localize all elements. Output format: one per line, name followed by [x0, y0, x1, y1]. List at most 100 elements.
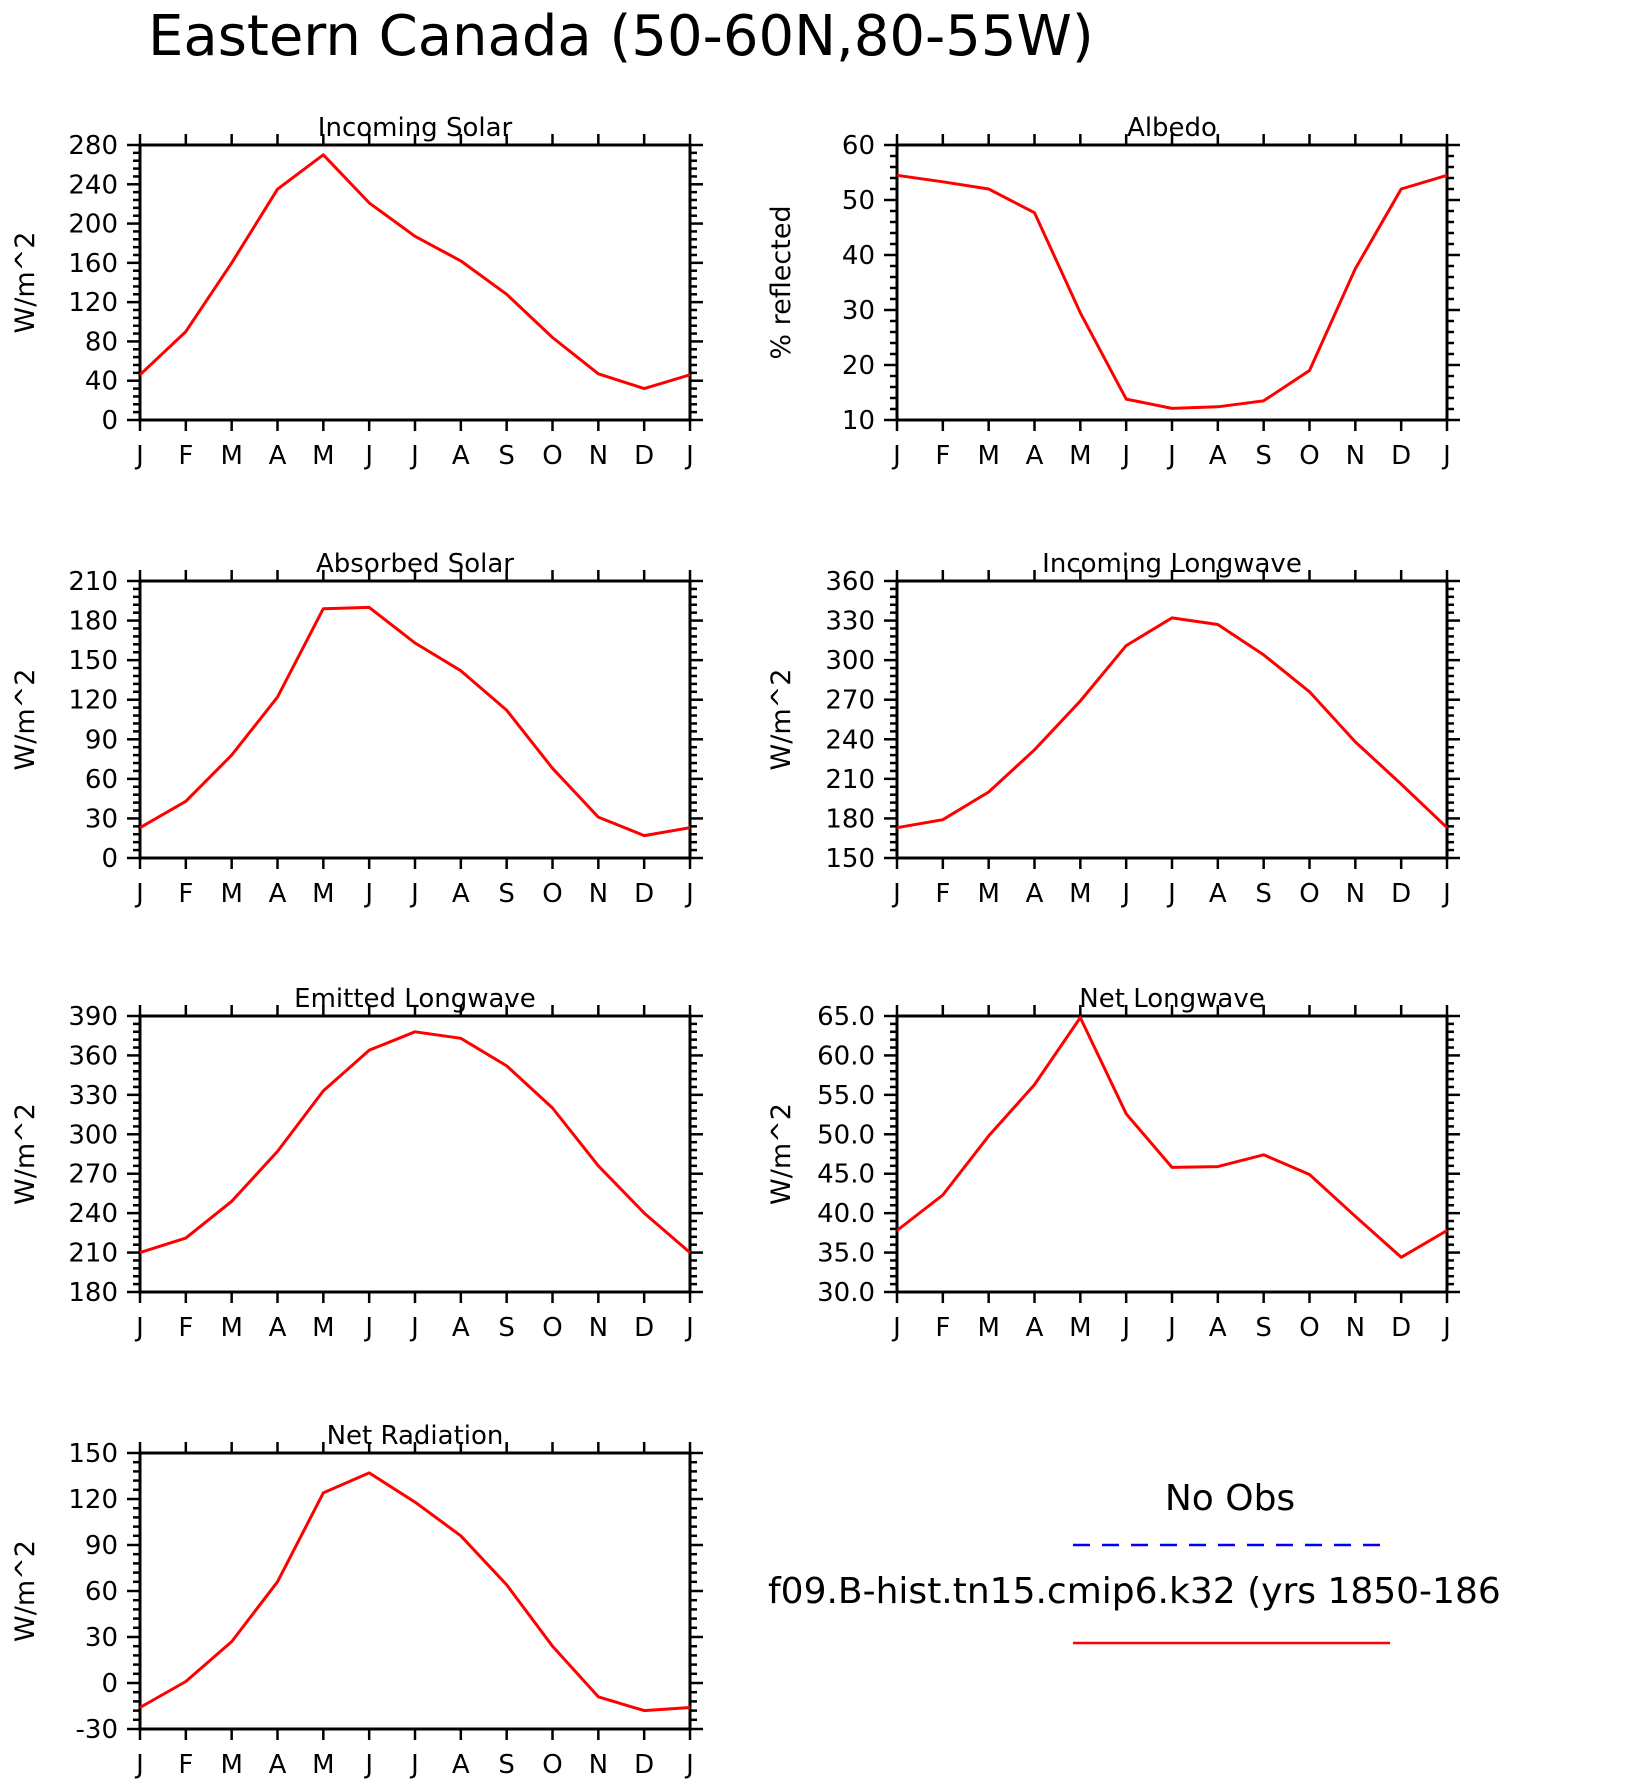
albedo-x-tick-label: A — [1026, 441, 1044, 471]
incoming-solar-x-tick-label: O — [542, 441, 562, 471]
emitted-longwave-x-tick-label: D — [634, 1313, 654, 1343]
net-radiation-x-tick-label: J — [134, 1750, 144, 1780]
incoming-solar-plot-frame — [138, 143, 692, 422]
emitted-longwave-x-tick-label: J — [409, 1313, 419, 1343]
net-radiation-y-axis-label: W/m^2 — [10, 1540, 41, 1642]
incoming-solar-x-tick-label: A — [452, 441, 470, 471]
net-radiation-x-tick-label: O — [542, 1750, 562, 1780]
incoming-longwave-x-tick-label: J — [1166, 879, 1176, 909]
albedo-series-line-0 — [896, 173, 1448, 410]
absorbed-solar-y-tick-label: 180 — [68, 607, 118, 637]
net-radiation-y-tick-label: 90 — [85, 1531, 118, 1561]
net-radiation-y-tick-label: -30 — [76, 1715, 118, 1745]
albedo-y-tick-label: 30 — [842, 296, 875, 326]
absorbed-solar-x-tick-label: O — [542, 879, 562, 909]
net-longwave-x-tick-label: M — [977, 1313, 999, 1343]
albedo-x-tick-label: A — [1209, 441, 1227, 471]
net-longwave-x-tick-label: O — [1299, 1313, 1319, 1343]
net-radiation-x-tick-label: M — [220, 1750, 242, 1780]
incoming-solar-x-tick-label: F — [178, 441, 193, 471]
albedo-y-tick-label: 60 — [842, 131, 875, 161]
absorbed-solar-x-tick-label: M — [312, 879, 334, 909]
net-longwave-x-tick-label: A — [1026, 1313, 1044, 1343]
emitted-longwave-x-tick-label: A — [452, 1313, 470, 1343]
emitted-longwave-y-tick-label: 330 — [68, 1081, 118, 1111]
incoming-longwave-y-axis-label: W/m^2 — [766, 669, 797, 771]
incoming-longwave-x-tick-label: O — [1299, 879, 1319, 909]
emitted-longwave-series-line-0 — [139, 1030, 691, 1255]
net-longwave-x-tick-label: S — [1255, 1313, 1272, 1343]
albedo-y-axis-label: % reflected — [766, 205, 797, 359]
net-radiation-x-tick-label: M — [312, 1750, 334, 1780]
net-longwave-x-tick-label: D — [1391, 1313, 1411, 1343]
legend-entry-obs-label: No Obs — [1165, 1478, 1295, 1519]
net-radiation-y-tick-label: 0 — [101, 1669, 118, 1699]
incoming-longwave-y-tick-label: 180 — [825, 804, 875, 834]
incoming-longwave-x-tick-label: F — [935, 879, 950, 909]
incoming-solar-y-tick-label: 40 — [85, 367, 118, 397]
absorbed-solar-x-tick-label: J — [134, 879, 144, 909]
emitted-longwave-y-tick-label: 360 — [68, 1041, 118, 1071]
incoming-longwave-y-tick-label: 330 — [825, 607, 875, 637]
net-radiation-y-tick-label: 120 — [68, 1485, 118, 1515]
absorbed-solar-x-tick-label: N — [589, 879, 608, 909]
albedo-x-tick-label: J — [891, 441, 901, 471]
albedo-x-tick-label: J — [1166, 441, 1176, 471]
albedo-x-tick-label: N — [1346, 441, 1365, 471]
net-radiation-x-tick-label: A — [452, 1750, 470, 1780]
incoming-solar-x-tick-label: J — [134, 441, 144, 471]
incoming-longwave-y-tick-label: 270 — [825, 686, 875, 716]
emitted-longwave-x-tick-label: M — [312, 1313, 334, 1343]
incoming-longwave-y-tick-label: 210 — [825, 765, 875, 795]
absorbed-solar-y-tick-label: 150 — [68, 646, 118, 676]
incoming-longwave-y-tick-label: 360 — [825, 567, 875, 597]
net-radiation-x-tick-label: F — [178, 1750, 193, 1780]
absorbed-solar-x-tick-label: A — [452, 879, 470, 909]
incoming-solar-x-tick-label: S — [498, 441, 515, 471]
incoming-solar-x-tick-label: A — [269, 441, 287, 471]
net-radiation-x-tick-label: D — [634, 1750, 654, 1780]
incoming-solar-y-tick-label: 80 — [85, 327, 118, 357]
albedo-x-tick-label: S — [1255, 441, 1272, 471]
incoming-solar-y-axis-label: W/m^2 — [10, 232, 41, 334]
emitted-longwave-x-tick-label: J — [134, 1313, 144, 1343]
albedo-x-tick-label: F — [935, 441, 950, 471]
emitted-longwave-y-axis-label: W/m^2 — [10, 1103, 41, 1205]
absorbed-solar-x-tick-label: A — [269, 879, 287, 909]
net-longwave-y-axis-label: W/m^2 — [766, 1103, 797, 1205]
incoming-solar-y-tick-label: 200 — [68, 210, 118, 240]
albedo-x-tick-label: O — [1299, 441, 1319, 471]
incoming-longwave-y-tick-label: 300 — [825, 646, 875, 676]
emitted-longwave-y-tick-label: 180 — [68, 1278, 118, 1308]
incoming-solar-y-tick-label: 120 — [68, 288, 118, 318]
incoming-solar-x-tick-label: D — [634, 441, 654, 471]
incoming-longwave-y-tick-label: 150 — [825, 844, 875, 874]
emitted-longwave-y-tick-label: 390 — [68, 1002, 118, 1032]
emitted-longwave-plot-frame — [138, 1014, 692, 1294]
net-longwave-y-tick-label: 65.0 — [817, 1002, 875, 1032]
incoming-longwave-x-tick-label: M — [977, 879, 999, 909]
absorbed-solar-y-tick-label: 30 — [85, 804, 118, 834]
net-longwave-y-tick-label: 60.0 — [817, 1041, 875, 1071]
emitted-longwave-x-tick-label: F — [178, 1313, 193, 1343]
albedo-y-tick-label: 50 — [842, 186, 875, 216]
incoming-longwave-x-tick-label: J — [891, 879, 901, 909]
absorbed-solar-x-tick-label: J — [363, 879, 373, 909]
net-longwave-y-tick-label: 45.0 — [817, 1160, 875, 1190]
emitted-longwave-x-tick-label: M — [220, 1313, 242, 1343]
net-longwave-x-tick-label: N — [1346, 1313, 1365, 1343]
incoming-solar-series-line-0 — [138, 153, 691, 391]
net-radiation-x-tick-label: J — [684, 1750, 694, 1780]
net-longwave-x-tick-label: M — [1069, 1313, 1091, 1343]
absorbed-solar-x-tick-label: J — [409, 879, 419, 909]
emitted-longwave-x-tick-label: J — [363, 1313, 373, 1343]
incoming-longwave-plot-frame — [895, 579, 1449, 860]
net-longwave-series-line-0 — [896, 1016, 1448, 1259]
net-radiation-x-tick-label: A — [269, 1750, 287, 1780]
albedo-y-tick-label: 40 — [842, 241, 875, 271]
net-radiation-x-tick-label: N — [589, 1750, 608, 1780]
